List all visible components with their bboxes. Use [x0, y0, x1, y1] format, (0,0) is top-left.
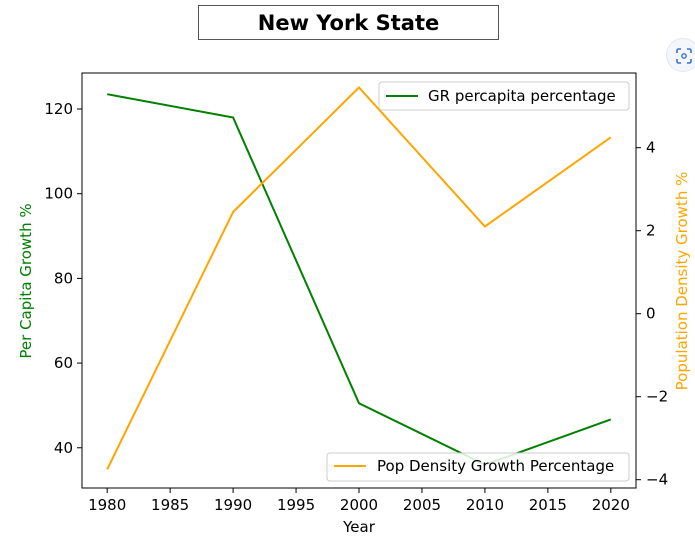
chart-title-box: New York State: [198, 5, 499, 40]
plot-area: [81, 72, 637, 489]
x-tick-label: 1985: [151, 496, 189, 514]
scan-icon: [676, 48, 692, 64]
x-tick-label: 1990: [214, 496, 252, 514]
x-axis: 1980 1985 1990 1995 2000 2005 2010 2015 2020: [88, 488, 630, 514]
x-tick-label: 1995: [277, 496, 315, 514]
right-y-tick-label: −2: [646, 388, 668, 406]
legend-pop-density: Pop Density Growth Percentage: [326, 452, 630, 482]
x-tick-label: 2000: [340, 496, 378, 514]
left-y-tick-label: 80: [54, 269, 73, 287]
left-y-axis: 40 60 80 100 120: [44, 100, 82, 457]
series-line-per-capita: [107, 93, 612, 466]
right-y-axis-label: Population Density Growth %: [673, 172, 691, 391]
x-tick-label: 2015: [529, 496, 567, 514]
left-y-tick-label: 120: [44, 100, 73, 118]
right-y-tick-label: −4: [646, 471, 668, 489]
legend-per-capita: GR percapita percentage: [378, 81, 630, 111]
x-axis-label: Year: [342, 518, 376, 536]
right-y-tick-label: 2: [646, 222, 656, 240]
left-y-tick-label: 40: [54, 439, 73, 457]
scan-icon-button[interactable]: [666, 38, 695, 72]
legend-label-pop-density: Pop Density Growth Percentage: [377, 457, 614, 475]
legend-label-per-capita: GR percapita percentage: [428, 87, 616, 105]
left-y-tick-label: 60: [54, 354, 73, 372]
left-y-tick-label: 100: [44, 185, 73, 203]
right-y-axis: −4 −2 0 2 4: [636, 139, 668, 489]
chart-title: New York State: [257, 10, 440, 35]
x-tick-label: 2020: [592, 496, 630, 514]
x-tick-label: 1980: [88, 496, 126, 514]
left-y-axis-label: Per Capita Growth %: [17, 203, 35, 358]
right-y-tick-label: 4: [646, 139, 656, 157]
x-tick-label: 2005: [403, 496, 441, 514]
x-tick-label: 2010: [466, 496, 504, 514]
series-line-pop-density: [106, 86, 612, 470]
series-group: [106, 86, 612, 470]
right-y-tick-label: 0: [646, 305, 656, 323]
